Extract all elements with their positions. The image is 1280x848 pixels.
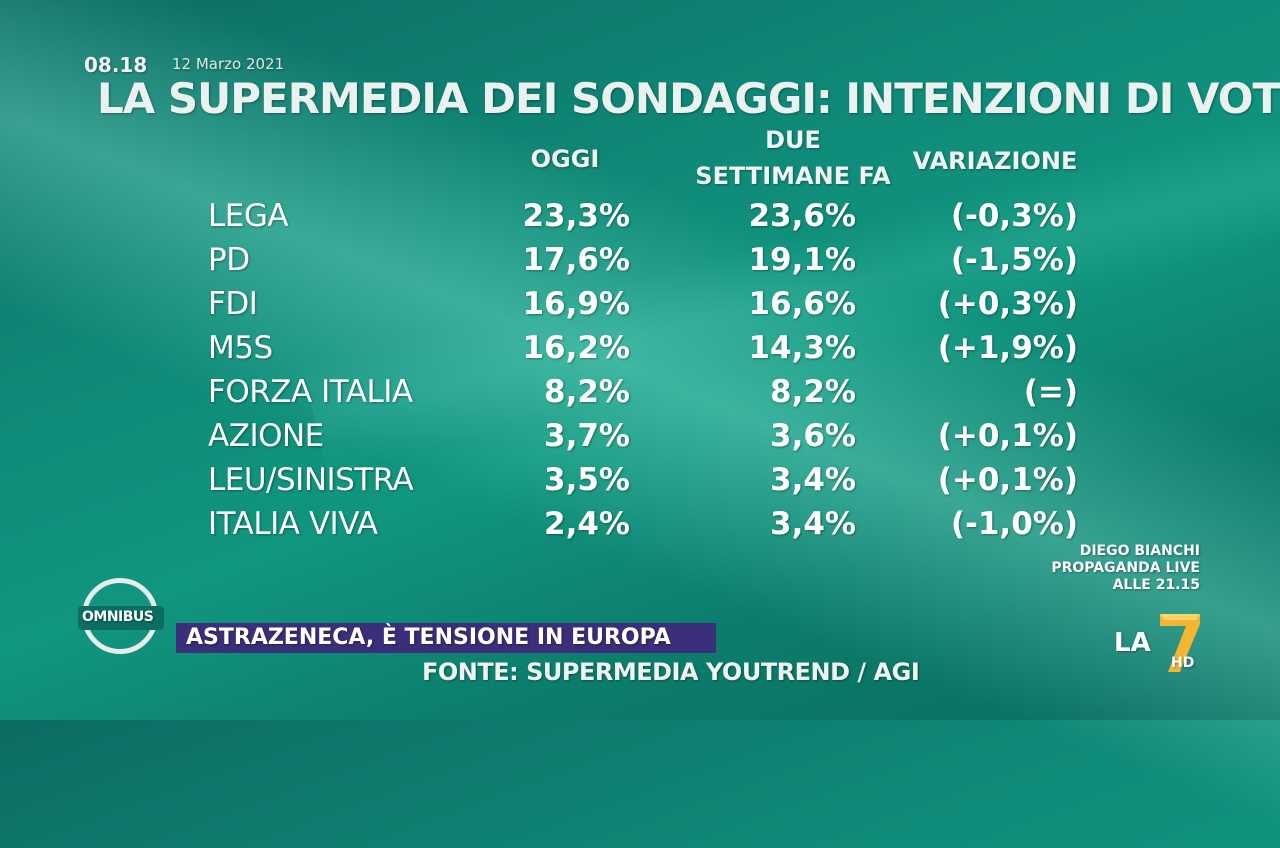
table-row: ITALIA VIVA 2,4% 3,4% (-1,0%)	[0, 506, 1280, 550]
party-name: AZIONE	[208, 418, 324, 454]
value-due-settimane-fa: 19,1%	[748, 242, 856, 278]
value-variazione: (=)	[1023, 374, 1078, 410]
channel-name: LA	[1114, 628, 1151, 658]
table-row: LEGA 23,3% 23,6% (-0,3%)	[0, 198, 1280, 242]
table-row: LEU/SINISTRA 3,5% 3,4% (+0,1%)	[0, 462, 1280, 506]
value-due-settimane-fa: 8,2%	[770, 374, 856, 410]
party-name: LEGA	[208, 198, 289, 234]
news-ticker-bar	[176, 623, 716, 653]
promo-caption: DIEGO BIANCHI PROPAGANDA LIVE ALLE 21.15	[1051, 543, 1200, 594]
party-name: PD	[208, 242, 250, 278]
table-row: M5S 16,2% 14,3% (+1,9%)	[0, 330, 1280, 374]
column-header-due-settimane-fa: DUE SETTIMANE FA	[688, 122, 898, 194]
table-row: PD 17,6% 19,1% (-1,5%)	[0, 242, 1280, 286]
column-header-oggi: OGGI	[530, 145, 600, 173]
value-due-settimane-fa: 14,3%	[748, 330, 856, 366]
omnibus-logo-band	[78, 606, 164, 630]
value-variazione: (+1,9%)	[937, 330, 1078, 366]
value-variazione: (+0,3%)	[937, 286, 1078, 322]
channel-hd-badge: HD	[1171, 655, 1195, 671]
broadcast-date: 12 Marzo 2021	[172, 55, 285, 73]
column-header-due-line1: DUE	[765, 126, 821, 154]
value-due-settimane-fa: 16,6%	[748, 286, 856, 322]
value-oggi: 16,2%	[522, 330, 630, 366]
value-due-settimane-fa: 3,4%	[770, 506, 856, 542]
broadcast-time: 08.18	[84, 53, 148, 77]
value-oggi: 3,5%	[544, 462, 630, 498]
value-variazione: (-0,3%)	[950, 198, 1078, 234]
party-name: M5S	[208, 330, 273, 366]
promo-line1: DIEGO BIANCHI	[1079, 543, 1200, 559]
value-oggi: 17,6%	[522, 242, 630, 278]
party-name: FDI	[208, 286, 258, 322]
party-name: LEU/SINISTRA	[208, 462, 414, 498]
promo-line3: ALLE 21.15	[1112, 577, 1200, 593]
value-variazione: (-1,5%)	[950, 242, 1078, 278]
la7-logo-icon	[1160, 614, 1200, 672]
news-ticker-text: ASTRAZENECA, È TENSIONE IN EUROPA	[186, 625, 671, 650]
value-oggi: 16,9%	[522, 286, 630, 322]
value-variazione: (+0,1%)	[937, 418, 1078, 454]
column-header-variazione: VARIAZIONE	[912, 147, 1078, 175]
omnibus-logo-text: OMNIBUS	[82, 609, 154, 625]
column-header-due-line2: SETTIMANE FA	[695, 162, 891, 190]
value-due-settimane-fa: 23,6%	[748, 198, 856, 234]
value-variazione: (-1,0%)	[950, 506, 1078, 542]
value-oggi: 23,3%	[522, 198, 630, 234]
source-caption: FONTE: SUPERMEDIA YOUTREND / AGI	[422, 658, 920, 686]
value-due-settimane-fa: 3,4%	[770, 462, 856, 498]
value-due-settimane-fa: 3,6%	[770, 418, 856, 454]
value-oggi: 3,7%	[544, 418, 630, 454]
table-row: AZIONE 3,7% 3,6% (+0,1%)	[0, 418, 1280, 462]
table-row: FORZA ITALIA 8,2% 8,2% (=)	[0, 374, 1280, 418]
table-row: FDI 16,9% 16,6% (+0,3%)	[0, 286, 1280, 330]
value-oggi: 8,2%	[544, 374, 630, 410]
page-title: LA SUPERMEDIA DEI SONDAGGI: INTENZIONI D…	[97, 74, 1280, 123]
party-name: ITALIA VIVA	[208, 506, 378, 542]
value-variazione: (+0,1%)	[937, 462, 1078, 498]
value-oggi: 2,4%	[544, 506, 630, 542]
promo-line2: PROPAGANDA LIVE	[1051, 560, 1200, 576]
party-name: FORZA ITALIA	[208, 374, 413, 410]
